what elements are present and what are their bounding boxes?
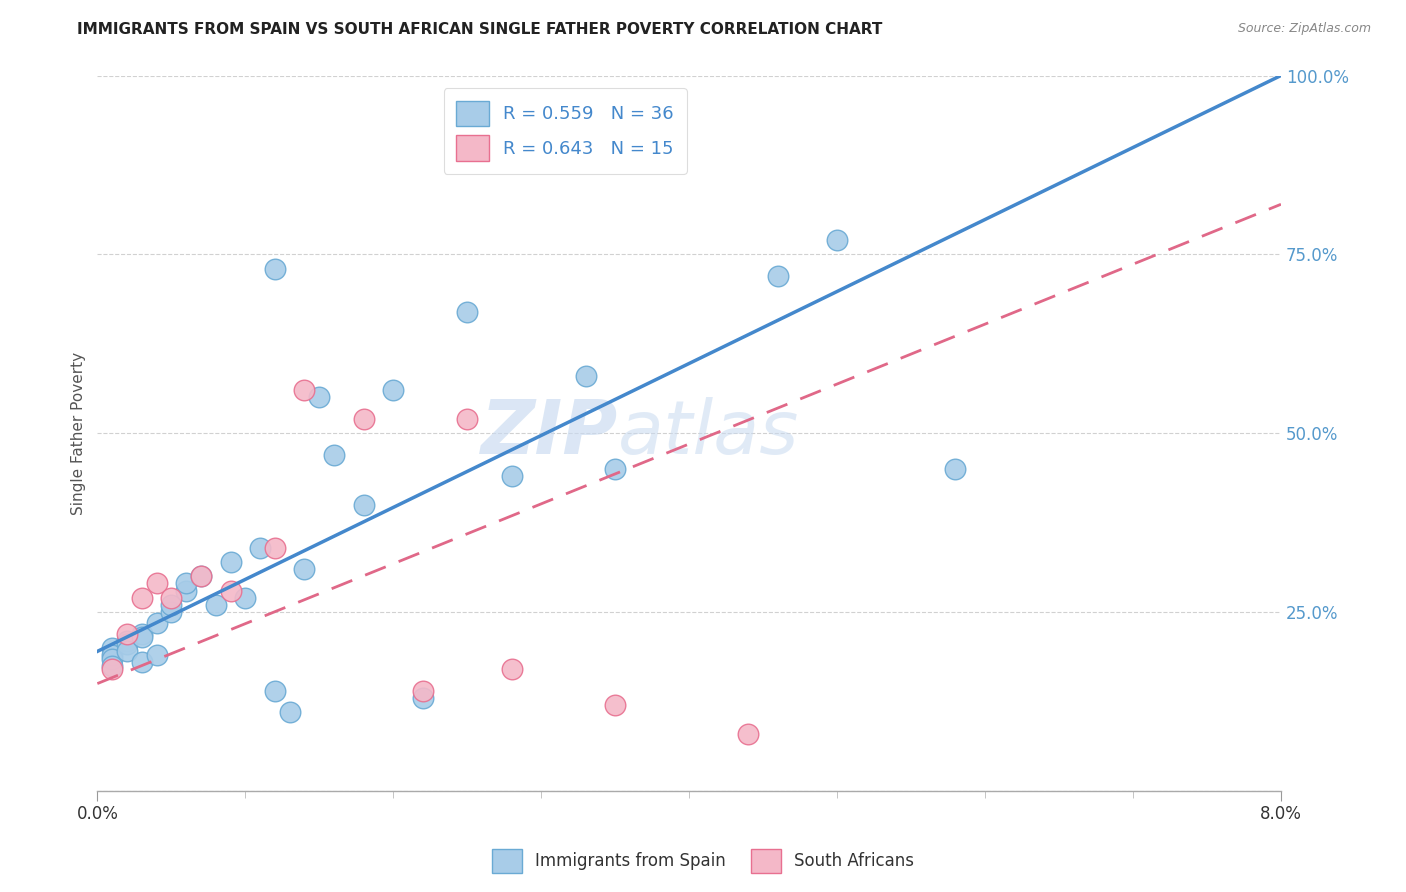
Point: [160, 605, 183, 619]
Point: [115, 633, 138, 648]
Point: [456, 304, 478, 318]
Point: [174, 576, 197, 591]
Legend: R = 0.559   N = 36, R = 0.643   N = 15: R = 0.559 N = 36, R = 0.643 N = 15: [444, 88, 686, 174]
Point: [264, 541, 287, 555]
Point: [160, 598, 183, 612]
Point: [160, 591, 183, 605]
Y-axis label: Single Father Poverty: Single Father Poverty: [72, 351, 86, 515]
Point: [412, 690, 434, 705]
Point: [101, 648, 124, 662]
Point: [131, 655, 153, 669]
Point: [131, 630, 153, 644]
Point: [501, 101, 523, 115]
Point: [101, 640, 124, 655]
Point: [115, 637, 138, 651]
Point: [382, 384, 405, 398]
Point: [219, 555, 242, 569]
Point: [501, 469, 523, 483]
Point: [737, 726, 759, 740]
Point: [264, 261, 287, 276]
Point: [294, 384, 316, 398]
Point: [308, 391, 330, 405]
Point: [825, 233, 848, 247]
Point: [278, 705, 301, 719]
Point: [233, 591, 256, 605]
Point: [204, 598, 226, 612]
Point: [945, 462, 967, 476]
Point: [605, 462, 627, 476]
Point: [115, 644, 138, 658]
Point: [574, 101, 596, 115]
Point: [353, 498, 375, 512]
Point: [145, 648, 167, 662]
Point: [115, 626, 138, 640]
Point: [219, 583, 242, 598]
Point: [323, 448, 346, 462]
Point: [353, 412, 375, 426]
Point: [101, 662, 124, 676]
Point: [264, 683, 287, 698]
Text: IMMIGRANTS FROM SPAIN VS SOUTH AFRICAN SINGLE FATHER POVERTY CORRELATION CHART: IMMIGRANTS FROM SPAIN VS SOUTH AFRICAN S…: [77, 22, 883, 37]
Point: [131, 591, 153, 605]
Point: [249, 541, 271, 555]
Point: [456, 412, 478, 426]
Point: [101, 651, 124, 665]
Point: [101, 658, 124, 673]
Point: [131, 626, 153, 640]
Point: [605, 698, 627, 712]
Point: [145, 615, 167, 630]
Point: [501, 662, 523, 676]
Point: [145, 576, 167, 591]
Point: [766, 268, 789, 283]
Point: [190, 569, 212, 583]
Point: [294, 562, 316, 576]
Text: Source: ZipAtlas.com: Source: ZipAtlas.com: [1237, 22, 1371, 36]
Point: [174, 583, 197, 598]
Legend: Immigrants from Spain, South Africans: Immigrants from Spain, South Africans: [485, 842, 921, 880]
Point: [412, 683, 434, 698]
Text: atlas: atlas: [619, 397, 800, 469]
Point: [574, 369, 596, 384]
Text: ZIP: ZIP: [481, 397, 619, 470]
Point: [190, 569, 212, 583]
